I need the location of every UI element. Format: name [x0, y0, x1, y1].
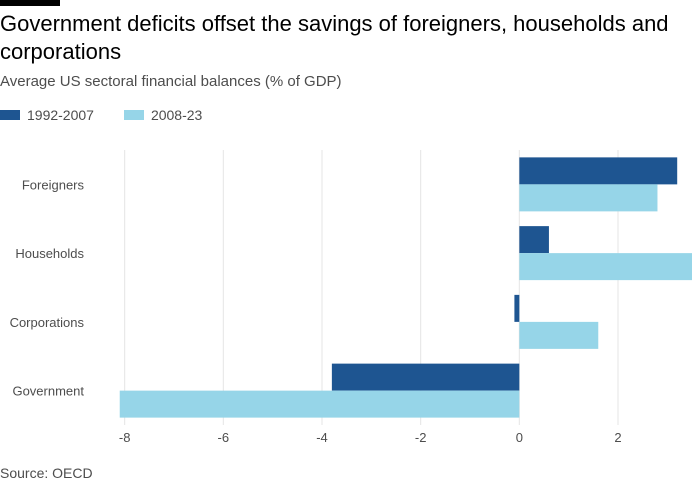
category-label-corporations: Corporations	[10, 315, 85, 330]
chart-subtitle: Average US sectoral financial balances (…	[0, 73, 342, 90]
category-label-foreigners: Foreigners	[22, 177, 85, 192]
tick-label-0: -8	[119, 430, 131, 445]
tick-label-5: 2	[614, 430, 621, 445]
legend-label-series-1: 1992-2007	[27, 107, 94, 123]
bar-households-series-1	[519, 226, 549, 254]
chart-title: Government deficits offset the savings o…	[0, 11, 669, 64]
tick-label-2: -4	[316, 430, 328, 445]
category-label-government: Government	[12, 384, 84, 399]
bar-government-series-1	[331, 363, 520, 391]
bar-chart: Foreigners Households Corporations Governme…	[10, 150, 692, 445]
header-rule	[0, 0, 60, 6]
bar-government-series-2	[119, 390, 520, 418]
bar-corporations-series-2	[519, 321, 599, 349]
tick-label-4: 0	[516, 430, 523, 445]
legend-item-series-2: 2008-23	[123, 107, 203, 123]
legend-swatch-series-1	[0, 110, 20, 120]
source-note: Source: OECD	[0, 465, 93, 481]
legend-swatch-series-2	[123, 110, 144, 120]
bar-foreigners-series-2	[519, 184, 658, 212]
tick-label-3: -2	[415, 430, 427, 445]
bar-households-series-2	[519, 253, 692, 281]
bar-foreigners-series-1	[519, 157, 678, 185]
legend-item-series-1: 1992-2007	[0, 107, 94, 123]
legend-label-series-2: 2008-23	[150, 107, 203, 123]
legend: 1992-2007 2008-23	[0, 105, 232, 125]
tick-label-1: -6	[218, 430, 230, 445]
bar-corporations-series-1	[514, 294, 520, 322]
category-label-households: Households	[15, 246, 84, 261]
